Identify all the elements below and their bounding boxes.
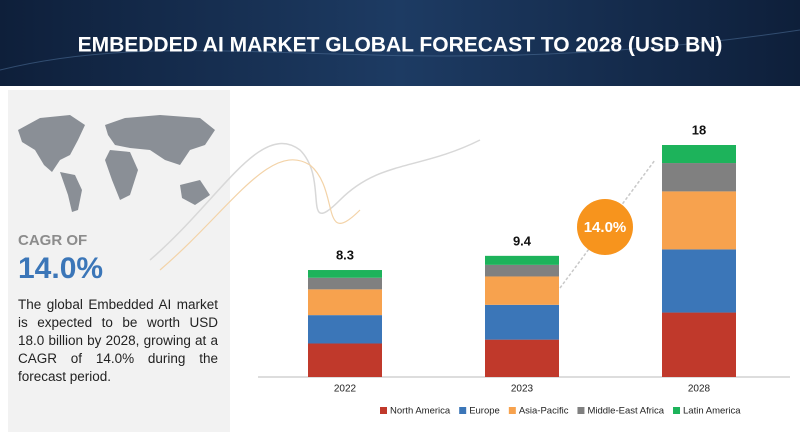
description: The global Embedded AI market is expecte… [18, 297, 218, 384]
cagr-badge-label: 14.0% [584, 219, 627, 236]
bar-segment [308, 270, 382, 278]
bar-segment [662, 191, 736, 250]
world-map [18, 115, 215, 212]
legend-swatch [577, 407, 585, 414]
bar-segment [662, 145, 736, 164]
bar-segment [485, 264, 559, 277]
legend-label: Asia-Pacific [519, 406, 569, 417]
trend-arrow [559, 159, 656, 289]
x-tick-label: 2022 [334, 384, 357, 395]
legend-swatch [380, 407, 387, 414]
bar-segment [308, 343, 382, 377]
legend-label: Middle-East Africa [587, 406, 664, 417]
cagr-value: 14.0% [18, 252, 103, 285]
x-tick-label: 2023 [511, 384, 534, 395]
x-tick-label: 2028 [688, 384, 711, 395]
decor-swoosh [159, 159, 361, 271]
bar-segment [485, 276, 559, 305]
bar-segment [485, 255, 559, 265]
bar-segment [308, 289, 382, 316]
cagr-label: CAGR OF [18, 232, 87, 249]
total-label: 9.4 [513, 233, 532, 248]
bar-segment [308, 277, 382, 290]
bar-segment [485, 339, 559, 377]
cagr-badge [577, 199, 633, 255]
legend-swatch [673, 407, 681, 414]
header-decor [0, 29, 800, 71]
bar-segment [662, 249, 736, 313]
legend-label: Europe [469, 406, 500, 417]
bar-segment [308, 315, 382, 344]
decor-swoosh [149, 139, 481, 261]
legend-swatch [508, 407, 516, 414]
bar-segment [662, 312, 736, 377]
legend-label: North America [390, 406, 451, 417]
total-label: 8.3 [336, 247, 354, 262]
total-label: 18 [692, 122, 706, 137]
legend-label: Latin America [683, 406, 741, 417]
legend-swatch [459, 407, 467, 414]
header-bg [0, 0, 800, 86]
chart-title: EMBEDDED AI MARKET GLOBAL FORECAST TO 20… [78, 34, 723, 57]
bar-segment [485, 304, 559, 340]
bar-segment [662, 163, 736, 192]
